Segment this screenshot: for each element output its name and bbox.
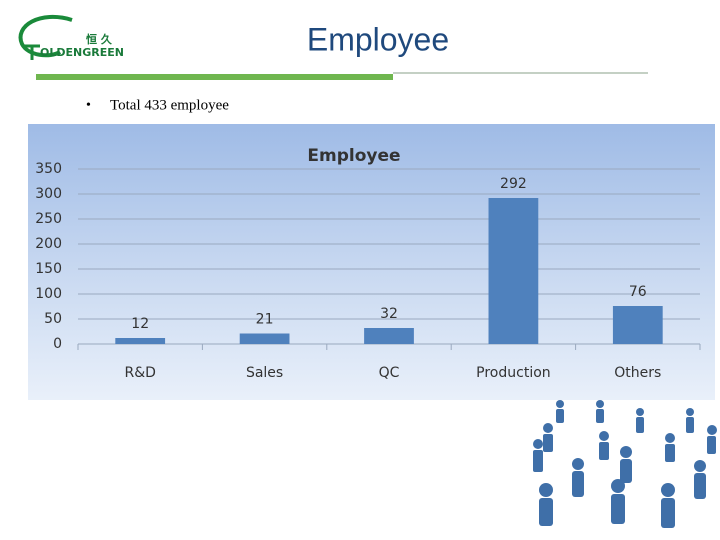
chart-title: Employee	[307, 146, 400, 166]
logo-name: OLDENGREEN	[40, 46, 124, 59]
header-bar	[36, 74, 393, 80]
y-tick-label: 150	[35, 261, 62, 277]
logo-swoosh	[18, 14, 73, 58]
y-tick-label: 300	[35, 186, 62, 202]
y-tick-label: 0	[53, 336, 62, 352]
x-tick-label: Others	[614, 365, 661, 381]
bar	[115, 338, 166, 344]
data-label: 21	[256, 312, 274, 328]
x-tick-label: Production	[476, 365, 550, 381]
y-tick-label: 50	[44, 311, 62, 327]
y-tick-label: 100	[35, 286, 62, 302]
bar	[239, 333, 290, 344]
x-tick-label: Sales	[246, 365, 283, 381]
logo: 恒 久 OLDENGREEN	[18, 14, 124, 60]
data-label: 32	[380, 306, 398, 322]
bar	[364, 328, 414, 344]
y-tick-label: 200	[35, 236, 62, 252]
chart-area	[28, 124, 715, 400]
y-tick-label: 350	[35, 161, 62, 177]
x-tick-label: QC	[379, 365, 400, 381]
x-tick-label: R&D	[124, 365, 155, 381]
bullet-dot: •	[86, 98, 91, 113]
people-image	[533, 400, 717, 528]
bullet-text: Total 433 employee	[110, 97, 229, 113]
data-label: 12	[131, 316, 149, 332]
logo-t	[24, 44, 40, 60]
bar	[488, 198, 539, 344]
y-tick-label: 250	[35, 211, 62, 227]
data-label: 292	[500, 176, 527, 192]
logo-chinese: 恒 久	[86, 32, 113, 46]
slide-title: Employee	[307, 21, 449, 57]
data-label: 76	[629, 284, 647, 300]
bar	[612, 306, 663, 344]
